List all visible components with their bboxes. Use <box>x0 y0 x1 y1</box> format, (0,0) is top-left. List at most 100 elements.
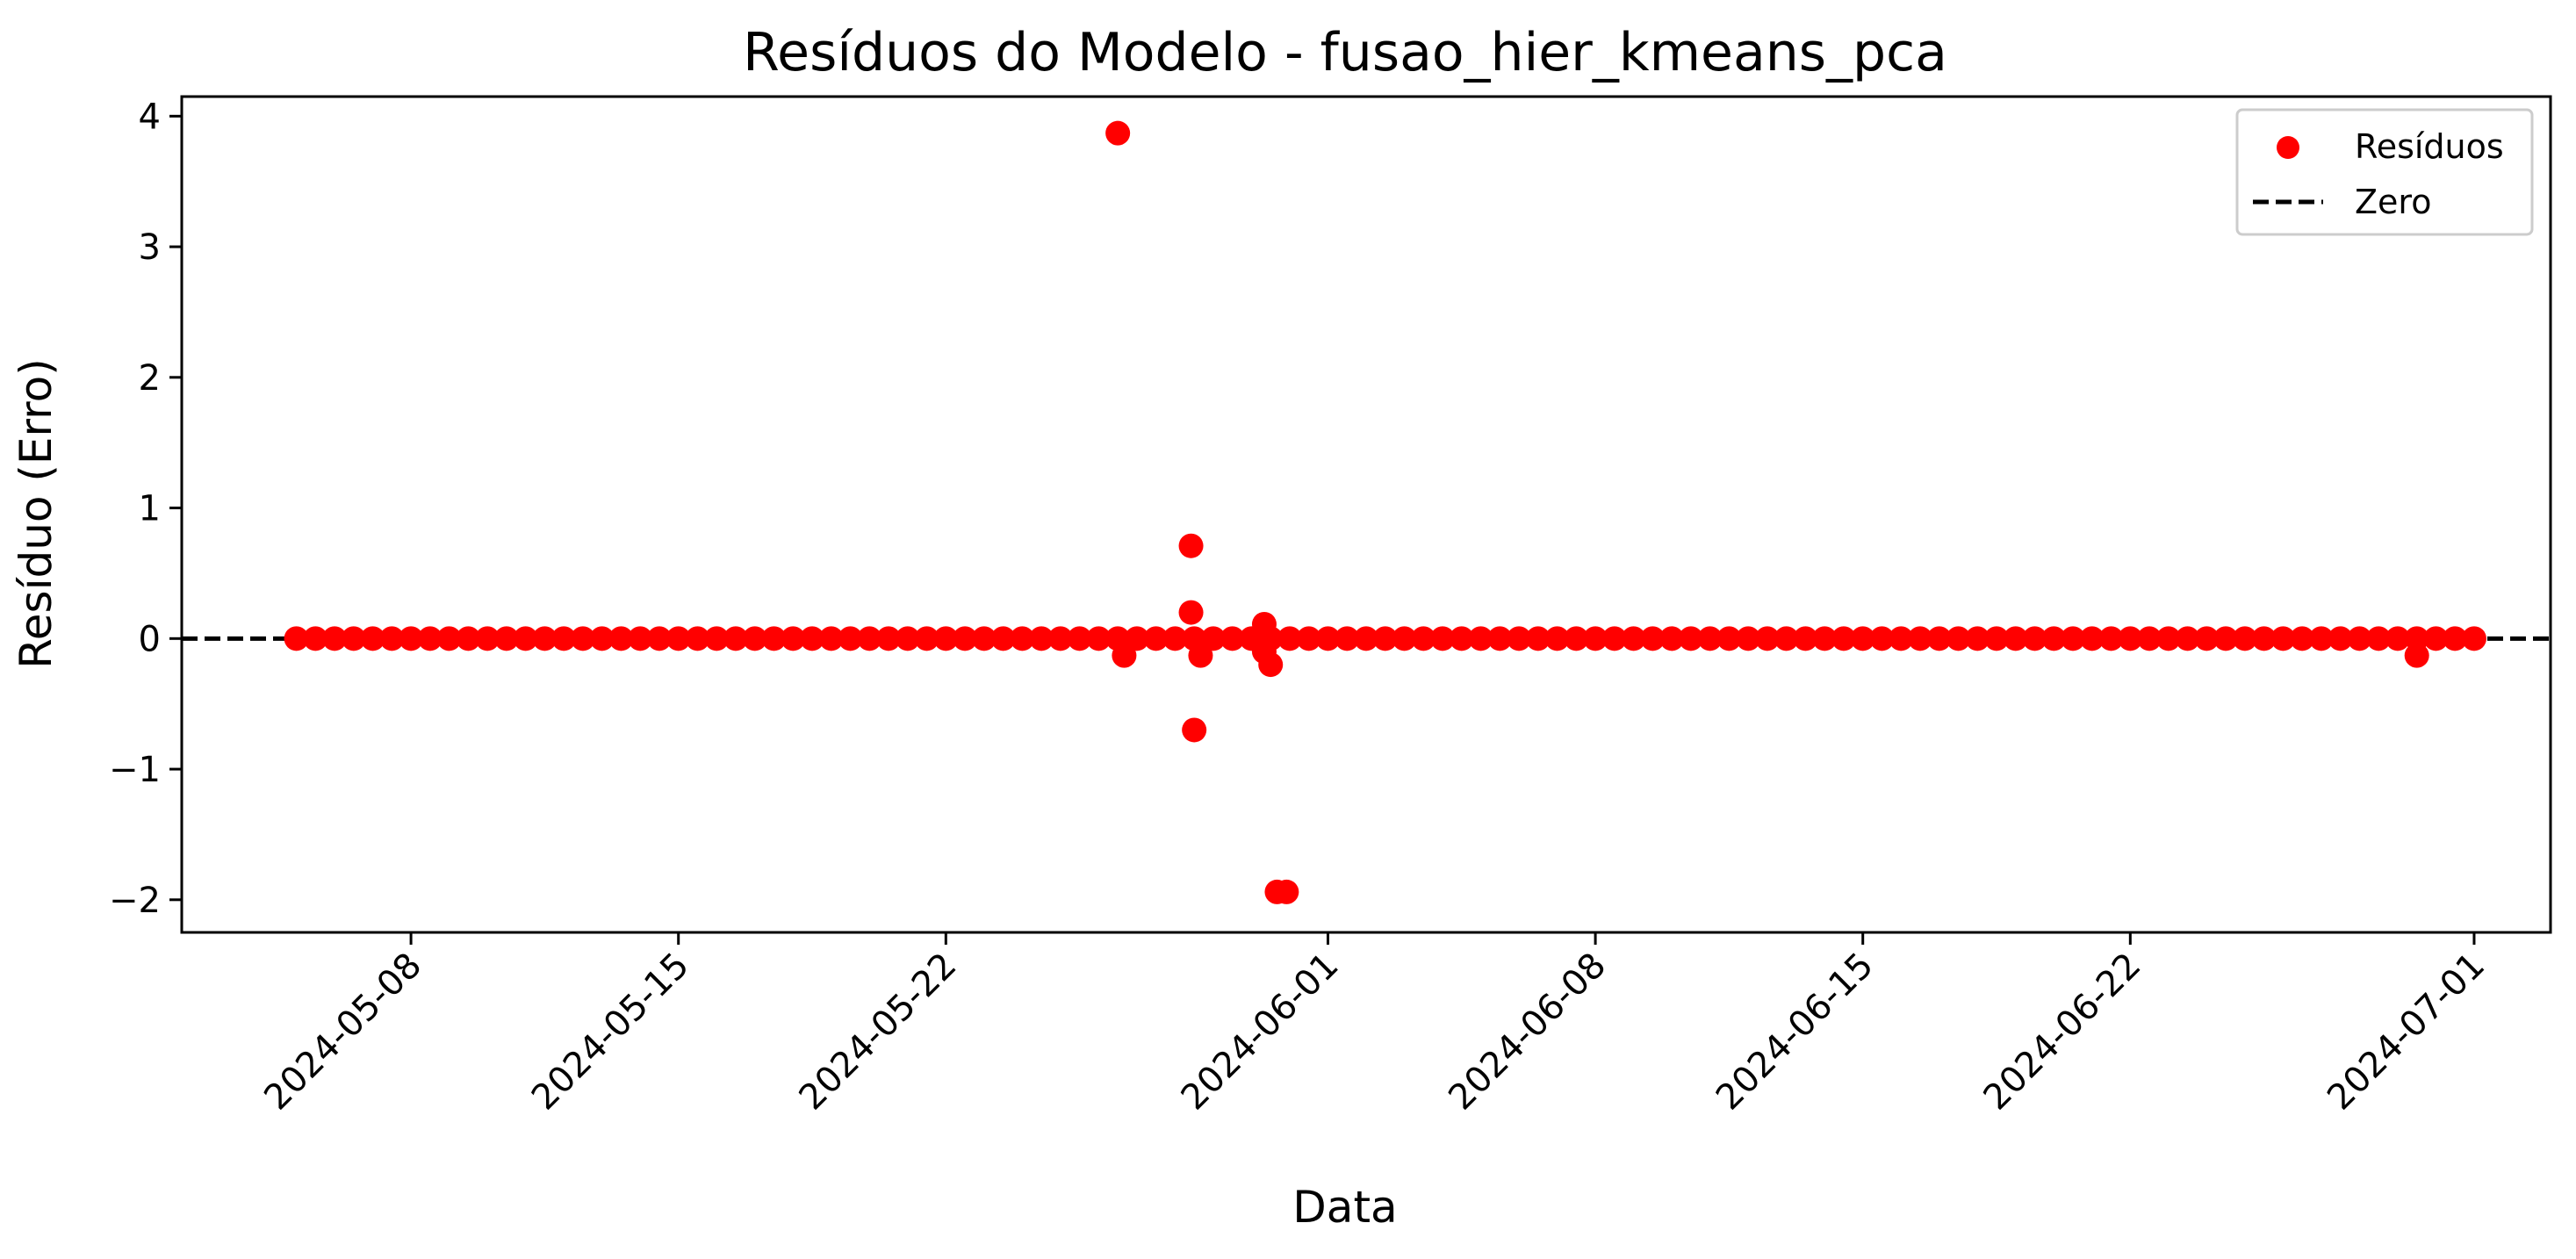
residual-point <box>1354 626 1378 651</box>
residual-point <box>303 626 328 651</box>
residual-point <box>1946 626 1971 651</box>
residual-point <box>589 626 615 651</box>
x-tick-label: 2024-07-01 <box>2320 946 2493 1119</box>
x-axis-label: Data <box>1292 1182 1397 1233</box>
residual-point <box>1831 626 1856 651</box>
residual-point <box>1105 120 1131 146</box>
residual-point <box>1507 626 1532 651</box>
residual-point <box>1274 879 1299 904</box>
residual-point <box>1659 626 1685 651</box>
residual-point <box>2155 626 2181 651</box>
residual-point <box>379 626 405 651</box>
residual-point <box>1200 626 1226 651</box>
x-tick-label: 2024-06-22 <box>1975 946 2148 1119</box>
residual-point <box>1411 626 1436 651</box>
residual-point <box>933 626 959 651</box>
residual-point <box>742 626 767 651</box>
residual-point <box>1182 717 1207 743</box>
residual-point <box>2385 626 2410 651</box>
residual-point <box>761 626 787 651</box>
residual-point <box>876 626 902 651</box>
residual-point <box>1029 626 1054 651</box>
residual-point <box>723 626 748 651</box>
residual-point <box>2079 626 2105 651</box>
residual-point <box>1850 626 1875 651</box>
y-axis-label: Resíduo (Erro) <box>11 358 61 668</box>
residual-point <box>2232 626 2257 651</box>
residual-point <box>322 626 348 651</box>
residual-point <box>953 626 978 651</box>
residual-point <box>1812 626 1838 651</box>
residual-point <box>1889 626 1914 651</box>
y-tick-label: −2 <box>109 881 161 921</box>
residual-point <box>1178 600 1204 625</box>
x-tick-label: 2024-06-01 <box>1174 946 1347 1119</box>
residual-point <box>1601 626 1627 651</box>
residual-point <box>1544 626 1570 651</box>
residual-point <box>1086 626 1112 651</box>
legend-label-residuos: Resíduos <box>2355 127 2504 166</box>
residual-point <box>818 626 844 651</box>
residual-point <box>1678 626 1703 651</box>
residual-point <box>1468 626 1493 651</box>
residual-point <box>666 626 691 651</box>
y-tick-label: −1 <box>109 750 161 790</box>
residual-point <box>1067 626 1092 651</box>
residual-point <box>2270 626 2296 651</box>
residual-point <box>1736 626 1761 651</box>
legend-marker-residuos <box>2277 136 2299 159</box>
residual-point <box>1984 626 2010 651</box>
residual-point <box>1315 626 1341 651</box>
residual-point <box>1124 626 1149 651</box>
residual-point <box>1926 626 1952 651</box>
residual-point <box>2003 626 2028 651</box>
residual-point <box>532 626 558 651</box>
residual-point <box>608 626 634 651</box>
x-tick-label: 2024-05-22 <box>791 946 964 1119</box>
residual-point <box>2328 626 2353 651</box>
residual-point <box>436 626 462 651</box>
residual-point <box>2194 626 2220 651</box>
residual-point <box>2213 626 2239 651</box>
residual-point <box>1716 626 1742 651</box>
residual-point <box>1583 626 1608 651</box>
residual-point <box>1372 626 1398 651</box>
residual-point <box>2461 626 2486 651</box>
residual-point <box>456 626 481 651</box>
residual-point <box>1335 626 1360 651</box>
residual-point <box>2118 626 2143 651</box>
residual-point <box>990 626 1016 651</box>
residual-point <box>2175 626 2200 651</box>
residual-point <box>1220 626 1245 651</box>
residual-point <box>2041 626 2067 651</box>
residual-point <box>1965 626 1990 651</box>
residual-point <box>971 626 997 651</box>
residual-point <box>2137 626 2162 651</box>
residual-point <box>341 626 366 651</box>
residual-point <box>1449 626 1474 651</box>
residual-point <box>1188 643 1213 668</box>
residual-point <box>1774 626 1799 651</box>
residual-point <box>1296 626 1321 651</box>
residual-point <box>2290 626 2315 651</box>
residual-point <box>1793 626 1818 651</box>
residual-point <box>1258 652 1284 678</box>
x-tick-label: 2024-06-15 <box>1709 946 1882 1119</box>
residual-point <box>1143 626 1169 651</box>
residual-point <box>646 626 672 651</box>
legend: Resíduos Zero <box>2235 108 2534 236</box>
residual-point <box>2347 626 2372 651</box>
x-tick-label: 2024-05-08 <box>256 946 429 1119</box>
residual-point <box>685 626 710 651</box>
residual-point <box>2308 626 2334 651</box>
residual-point <box>475 626 500 651</box>
residual-point <box>781 626 806 651</box>
residual-point <box>360 626 385 651</box>
residual-point <box>1869 626 1895 651</box>
residual-point <box>2251 626 2277 651</box>
residual-point <box>628 626 653 651</box>
residual-point <box>2443 626 2468 651</box>
residual-point <box>2022 626 2047 651</box>
residual-point <box>1112 643 1137 668</box>
